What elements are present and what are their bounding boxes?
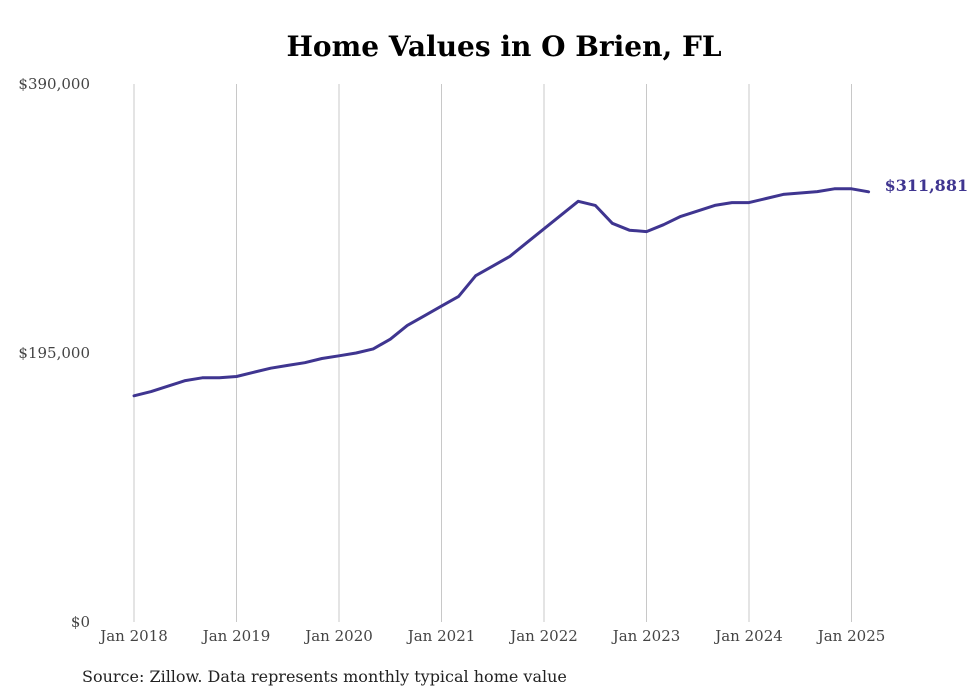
y-tick-label: $0 [71, 613, 90, 631]
x-tick-label: Jan 2018 [98, 627, 168, 645]
end-value-label: $311,881 [885, 176, 969, 195]
x-tick-label: Jan 2019 [201, 627, 271, 645]
end-labels: $311,881 [885, 176, 969, 195]
x-tick-label: Jan 2022 [508, 627, 578, 645]
y-tick-label: $390,000 [18, 75, 90, 93]
chart-title: Home Values in O Brien, FL [286, 30, 722, 63]
y-tick-label: $195,000 [18, 344, 90, 362]
y-axis-tick-labels: $390,000 $195,000 $0 [18, 75, 90, 631]
gridlines [133, 84, 852, 622]
x-tick-label: Jan 2025 [816, 627, 886, 645]
x-tick-label: Jan 2024 [713, 627, 783, 645]
x-axis-tick-labels: Jan 2018 Jan 2019 Jan 2020 Jan 2021 Jan 2022… [98, 627, 885, 645]
x-tick-label: Jan 2023 [611, 627, 681, 645]
series-line [132, 187, 871, 398]
x-tick-label: Jan 2020 [303, 627, 373, 645]
source-note: Source: Zillow. Data represents monthly … [82, 667, 567, 686]
series-lines [132, 187, 871, 398]
x-tick-label: Jan 2021 [406, 627, 476, 645]
